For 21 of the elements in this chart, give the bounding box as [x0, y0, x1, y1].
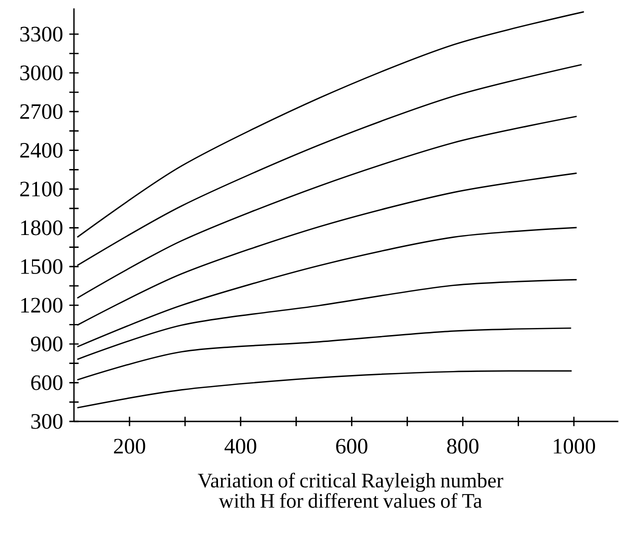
x-tick-label: 800	[447, 438, 478, 454]
x-tick-label: 1000	[554, 438, 596, 454]
line-series	[76, 11, 585, 238]
y-tick-label: 2400	[20, 143, 62, 158]
x-tick-label: 200	[114, 438, 146, 454]
y-tick-label: 2700	[20, 104, 62, 120]
y-tick-label: 3300	[20, 26, 62, 42]
line-series	[76, 279, 578, 360]
y-tick-label: 1200	[21, 298, 62, 313]
y-tick-label: 1800	[21, 220, 62, 236]
y-tick-label: 1500	[21, 259, 62, 274]
y-tick-label: 3000	[20, 66, 62, 80]
y-tick-label: 2100	[20, 182, 62, 197]
y-tick-label: 300	[31, 414, 62, 429]
line-series	[76, 370, 572, 409]
y-tick-label: 600	[31, 375, 62, 390]
x-tick-label: 600	[336, 438, 368, 454]
line-series	[76, 116, 578, 299]
text: Variation of critical Rayleigh number with H for different values of Ta	[198, 472, 504, 508]
y-tick-label: 900	[30, 336, 62, 352]
x-tick-label: 400	[224, 438, 256, 454]
